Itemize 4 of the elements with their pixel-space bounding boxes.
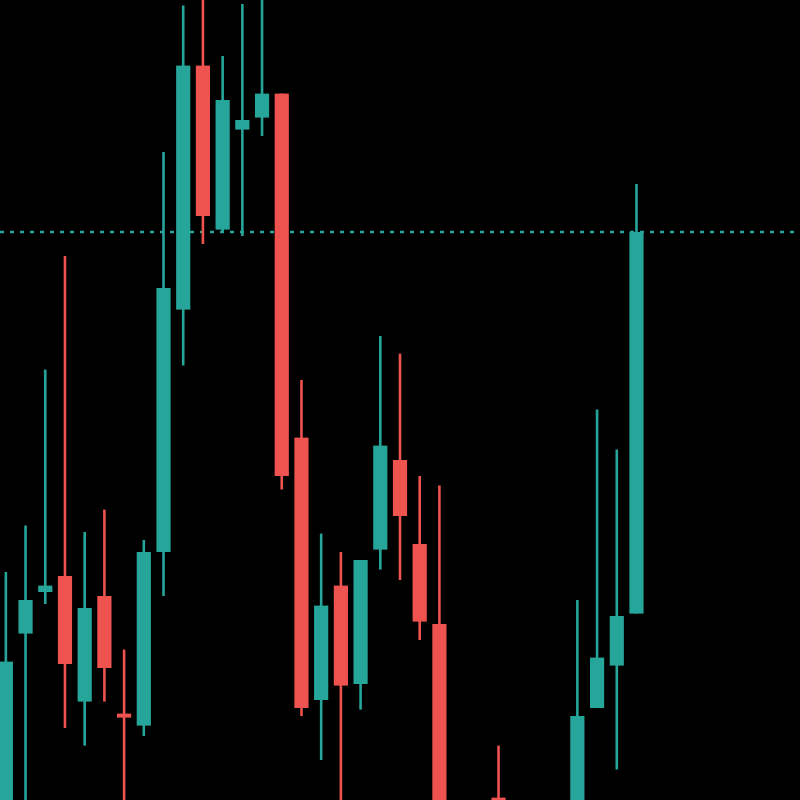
candlestick: [117, 648, 132, 800]
candlestick: [18, 524, 33, 800]
candlestick: [254, 0, 270, 138]
candlestick: [38, 368, 53, 606]
